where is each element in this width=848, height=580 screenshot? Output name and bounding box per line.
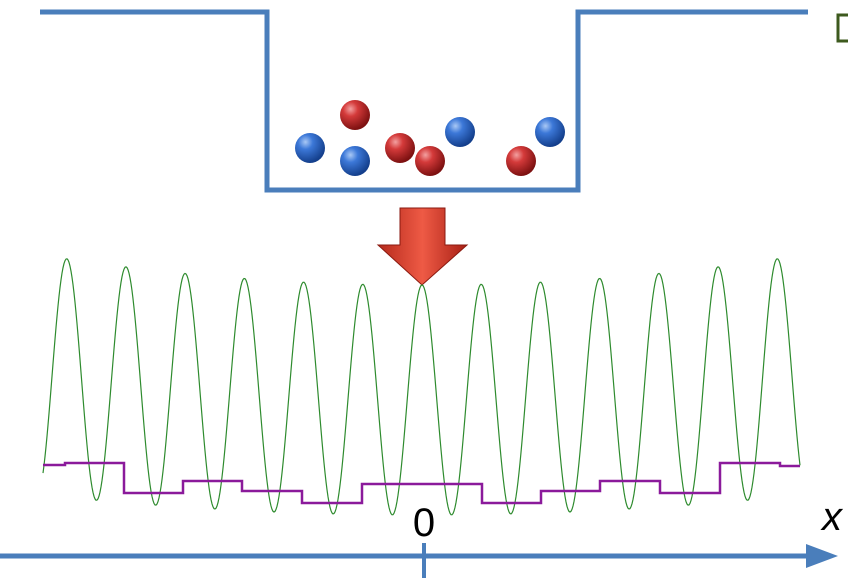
red-particle (415, 146, 445, 176)
blue-particle (445, 117, 475, 147)
axis-label: x (820, 495, 844, 539)
blue-particle (340, 146, 370, 176)
red-particle (385, 133, 415, 163)
origin-label: 0 (413, 501, 435, 545)
potential-well (40, 9, 808, 193)
step-potential (43, 461, 800, 505)
particles (295, 100, 565, 176)
corner-box (836, 13, 848, 43)
red-particle (340, 100, 370, 130)
blue-particle (535, 117, 565, 147)
x-axis-arrowhead (806, 544, 838, 568)
lattice-wave (42, 258, 801, 516)
red-particle (506, 146, 536, 176)
transfer-arrow (376, 207, 469, 286)
blue-particle (295, 133, 325, 163)
